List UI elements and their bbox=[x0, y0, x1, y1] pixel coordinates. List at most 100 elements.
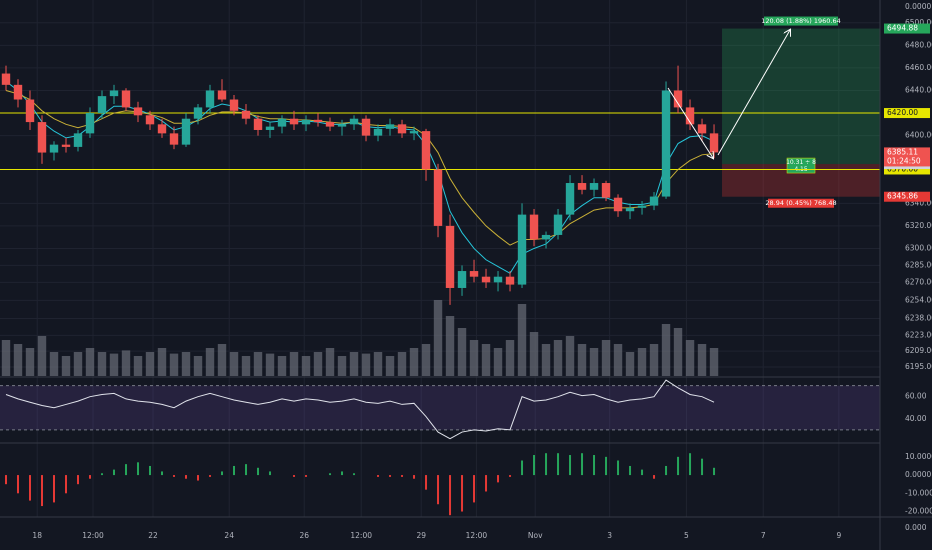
volume-bar bbox=[565, 336, 575, 376]
candle-body bbox=[205, 90, 215, 108]
volume-bar bbox=[685, 340, 695, 376]
volume-bar bbox=[505, 340, 515, 376]
volume-bar bbox=[373, 352, 383, 376]
volume-bar bbox=[205, 348, 215, 376]
candle-body bbox=[421, 131, 431, 170]
histogram-bar bbox=[149, 465, 152, 476]
moving-average bbox=[5, 90, 715, 246]
y-tick-label: 6500.00 bbox=[905, 18, 932, 27]
histogram-bar bbox=[233, 465, 236, 476]
y-tick-label: 6340.00 bbox=[905, 198, 932, 207]
candle-body bbox=[13, 84, 23, 100]
y-tick-label: 6195.00 bbox=[905, 362, 932, 371]
histogram-bar bbox=[77, 475, 80, 485]
candle-body bbox=[157, 124, 167, 134]
candle-body bbox=[337, 124, 347, 127]
candle-body bbox=[325, 122, 335, 127]
target-tag-box bbox=[884, 23, 930, 34]
volume-bar bbox=[301, 356, 311, 376]
histogram-bar bbox=[509, 475, 512, 477]
histogram-bar bbox=[485, 475, 488, 492]
x-tick-label: 29 bbox=[416, 531, 426, 540]
histogram-bar bbox=[593, 455, 596, 476]
candle-body bbox=[613, 197, 623, 212]
y-tick-label: 60.00 bbox=[905, 392, 927, 401]
volume-bar bbox=[613, 344, 623, 376]
histogram-bar bbox=[533, 455, 536, 476]
histogram-bar bbox=[581, 453, 584, 476]
volume-bar bbox=[229, 352, 239, 376]
histogram-bar bbox=[389, 475, 392, 477]
candle-body bbox=[589, 183, 599, 190]
volume-bar bbox=[529, 332, 539, 376]
candle-body bbox=[553, 214, 563, 235]
candle-body bbox=[361, 118, 371, 136]
volume-bar bbox=[61, 356, 71, 376]
histogram-bar bbox=[341, 471, 344, 476]
volume-bar bbox=[169, 353, 179, 376]
rsi-band bbox=[0, 385, 880, 430]
volume-bar bbox=[193, 356, 203, 376]
volume-bar bbox=[445, 316, 455, 376]
candle-body bbox=[709, 133, 719, 153]
candle-body bbox=[697, 124, 707, 134]
volume-bar bbox=[265, 353, 275, 376]
y-tick-label: 6238.00 bbox=[905, 313, 932, 322]
volume-bar bbox=[121, 350, 131, 376]
candle-body bbox=[265, 126, 275, 130]
histogram-bar bbox=[701, 458, 704, 476]
candle-body bbox=[529, 214, 539, 240]
histogram-bar bbox=[293, 475, 296, 477]
x-tick-label: 26 bbox=[299, 531, 309, 540]
histogram-bar bbox=[17, 475, 20, 494]
volume-bar bbox=[577, 344, 587, 376]
volume-bar bbox=[493, 348, 503, 376]
candle-body bbox=[289, 118, 299, 125]
volume-bar bbox=[433, 300, 443, 376]
histogram-bar bbox=[305, 475, 308, 477]
volume-bar bbox=[289, 352, 299, 376]
y-tick-label: 6460.00 bbox=[905, 63, 932, 72]
volume-bar bbox=[637, 348, 647, 376]
candle-body bbox=[97, 96, 107, 114]
volume-bar bbox=[709, 348, 719, 376]
histogram-bar bbox=[653, 475, 656, 479]
y-tick-label: -10.0000 bbox=[905, 488, 932, 497]
histogram-bar bbox=[377, 475, 380, 477]
histogram-bar bbox=[605, 456, 608, 476]
histogram-bar bbox=[545, 453, 548, 476]
profit-label: 120.08 (1.88%) 1960.64 bbox=[761, 17, 840, 25]
volume-bar bbox=[421, 344, 431, 376]
candle-body bbox=[385, 124, 395, 129]
candle-body bbox=[253, 118, 263, 130]
histogram-bar bbox=[413, 475, 416, 479]
candle-body bbox=[625, 207, 635, 212]
volume-bar bbox=[649, 344, 659, 376]
candle-body bbox=[181, 118, 191, 145]
histogram-bar bbox=[557, 453, 560, 476]
volume-bar bbox=[541, 344, 551, 376]
histogram-bar bbox=[29, 475, 32, 501]
volume-bar bbox=[241, 356, 251, 376]
volume-bar bbox=[133, 356, 143, 376]
x-tick-label: 5 bbox=[684, 531, 689, 540]
candle-body bbox=[649, 196, 659, 206]
y-tick-label: 10.0000 bbox=[905, 452, 932, 461]
histogram-bar bbox=[521, 460, 524, 476]
candle-body bbox=[457, 271, 467, 288]
volume-bar bbox=[277, 356, 287, 376]
histogram-bar bbox=[53, 475, 56, 503]
candle-body bbox=[673, 90, 683, 108]
rsi-line bbox=[5, 379, 715, 440]
x-tick-label: 9 bbox=[836, 531, 841, 540]
price-tag: 6385.11 bbox=[887, 147, 918, 156]
histogram-bar bbox=[449, 475, 452, 516]
candle-body bbox=[193, 107, 203, 119]
histogram-bar bbox=[41, 475, 44, 507]
volume-bar bbox=[145, 352, 155, 376]
volume-bar bbox=[553, 340, 563, 376]
y-tick-label: 6285.00 bbox=[905, 260, 932, 269]
histogram-bar bbox=[461, 475, 464, 512]
x-tick-label: 12:00 bbox=[466, 531, 488, 540]
histogram-bar bbox=[5, 475, 8, 485]
